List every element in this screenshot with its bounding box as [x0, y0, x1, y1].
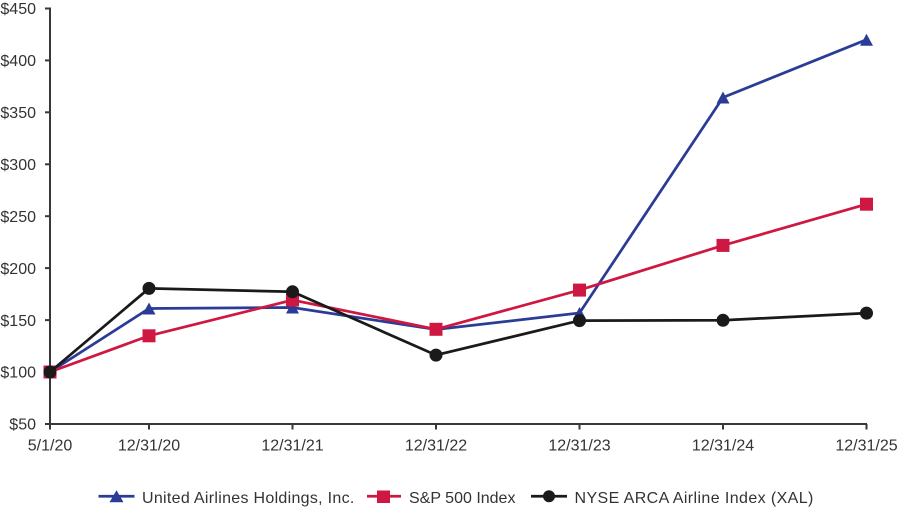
svg-text:$350: $350 — [0, 105, 36, 122]
svg-text:$450: $450 — [0, 1, 36, 18]
svg-text:12/31/22: 12/31/22 — [405, 438, 467, 455]
svg-text:$200: $200 — [0, 261, 36, 278]
svg-text:$300: $300 — [0, 157, 36, 174]
svg-text:12/31/25: 12/31/25 — [835, 438, 897, 455]
svg-text:$250: $250 — [0, 209, 36, 226]
svg-text:$100: $100 — [0, 365, 36, 382]
svg-text:$50: $50 — [9, 417, 36, 434]
svg-text:12/31/23: 12/31/23 — [548, 438, 610, 455]
svg-text:5/1/20: 5/1/20 — [28, 438, 73, 455]
svg-text:$400: $400 — [0, 53, 36, 70]
svg-text:$150: $150 — [0, 313, 36, 330]
svg-text:S&P 500 Index: S&P 500 Index — [409, 490, 515, 507]
svg-text:12/31/20: 12/31/20 — [118, 438, 180, 455]
svg-text:12/31/24: 12/31/24 — [692, 438, 754, 455]
svg-text:United Airlines Holdings, Inc.: United Airlines Holdings, Inc. — [142, 490, 355, 507]
svg-text:NYSE ARCA Airline Index (XAL): NYSE ARCA Airline Index (XAL) — [575, 490, 814, 507]
svg-text:12/31/21: 12/31/21 — [261, 438, 323, 455]
